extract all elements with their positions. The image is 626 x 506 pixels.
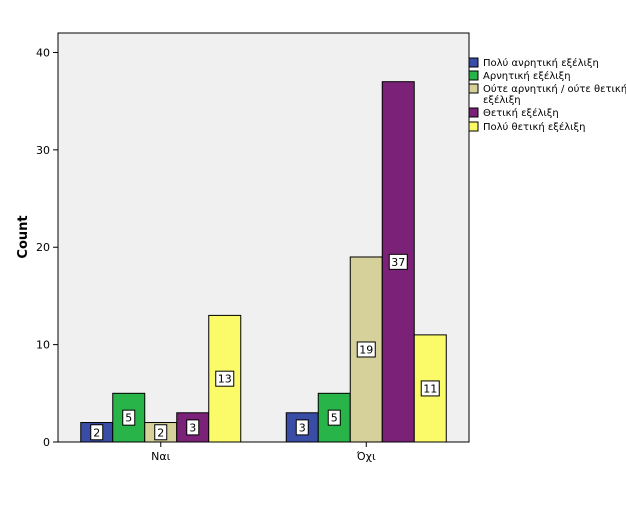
y-tick-label: 20 xyxy=(36,241,50,254)
data-label: 5 xyxy=(125,412,132,425)
data-label: 11 xyxy=(423,382,437,395)
data-label: 3 xyxy=(299,421,306,434)
legend-label-line: εξέλιξη xyxy=(483,94,521,106)
data-label: 5 xyxy=(331,412,338,425)
data-label: 19 xyxy=(359,343,373,356)
legend-swatch xyxy=(468,83,479,94)
data-label-box xyxy=(420,380,440,397)
y-tick-label: 40 xyxy=(36,46,50,59)
legend-label: Πολύ ανρητική εξέλιξη xyxy=(483,57,599,69)
legend-label-line: Ούτε αρνητική / ούτε θετική xyxy=(483,83,626,95)
legend-label: Πολύ θετική εξέλιξη xyxy=(483,121,585,133)
legend-label: Αρνητική εξέλιξη xyxy=(483,70,571,82)
data-label-box xyxy=(186,419,200,436)
legend-label: Ούτε αρνητική / ούτε θετική εξέλιξη xyxy=(483,83,626,106)
legend-swatch xyxy=(468,70,479,81)
data-label: 3 xyxy=(189,421,196,434)
data-label-box xyxy=(388,253,408,270)
legend-label: Θετική εξέλιξη xyxy=(483,107,559,119)
data-label-box xyxy=(90,424,104,441)
legend-swatch xyxy=(468,107,479,118)
data-label-box xyxy=(122,409,136,426)
data-label-box xyxy=(327,409,341,426)
data-label-box xyxy=(154,424,168,441)
legend-swatch xyxy=(468,121,479,132)
legend-swatch xyxy=(468,57,479,68)
x-tick-label: Ναι xyxy=(151,450,170,463)
y-tick-label: 0 xyxy=(43,436,50,449)
data-label: 13 xyxy=(218,373,232,386)
data-label: 37 xyxy=(391,256,405,269)
x-tick-label: Όχι xyxy=(356,450,376,463)
data-label-box xyxy=(356,341,376,358)
data-label-box xyxy=(215,370,235,387)
y-axis-label: Count xyxy=(16,215,31,258)
axes-layer: 0 10 20 30 40 Ναι Όχι xyxy=(36,46,376,463)
y-tick-label: 30 xyxy=(36,144,50,157)
data-label: 2 xyxy=(157,426,164,439)
data-label-box xyxy=(295,419,309,436)
y-tick-label: 10 xyxy=(36,339,50,352)
data-label: 2 xyxy=(93,426,100,439)
